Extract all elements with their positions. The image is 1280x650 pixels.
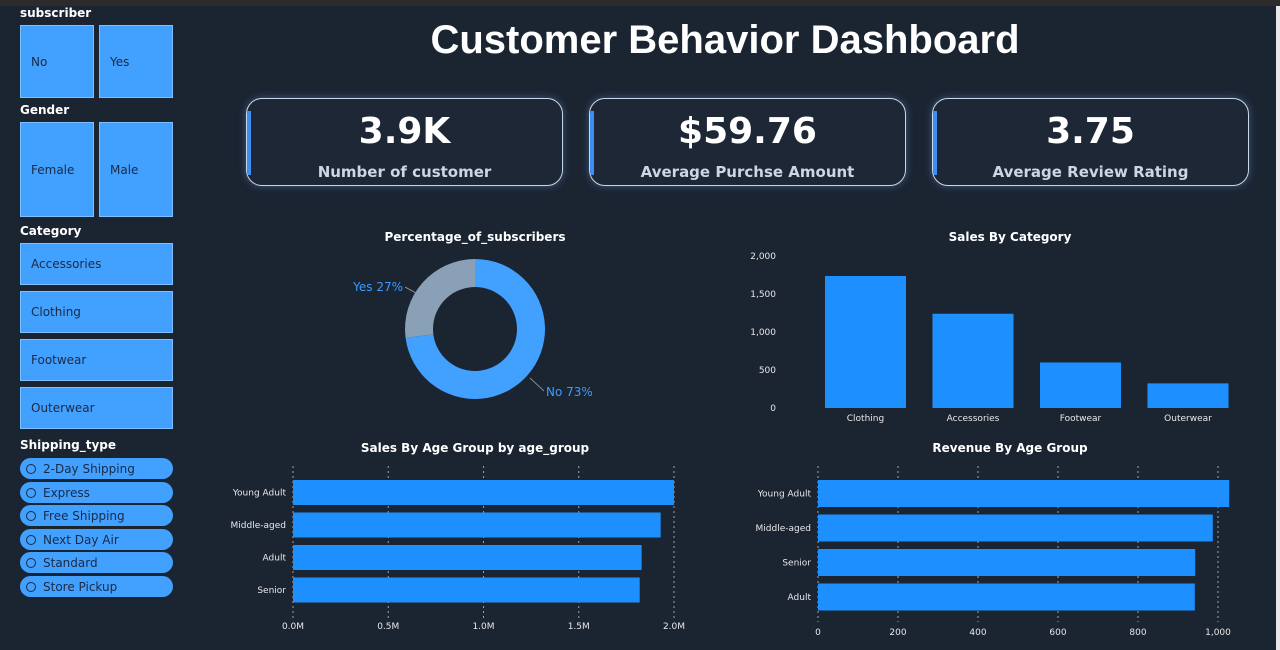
y-tick-label: 0 — [770, 404, 776, 414]
radio-icon — [26, 581, 36, 592]
x-tick-label: 0 — [815, 628, 821, 638]
gender-slicer-title: Gender — [20, 103, 70, 117]
kpi-label: Average Purchse Amount — [640, 163, 855, 181]
shipping-option-label: Free Shipping — [43, 508, 125, 523]
subscriber-option-yes[interactable]: Yes — [99, 25, 173, 98]
shipping-option-label: Next Day Air — [43, 532, 119, 547]
sales-by-category-chart: 0 500 1,000 1,500 2,000 Clothing Accessories Fo… — [750, 252, 1229, 424]
category-bar — [1040, 362, 1121, 408]
kpi-label: Number of customer — [317, 163, 492, 181]
age-group-bar — [293, 512, 661, 538]
donut-slice — [405, 259, 475, 338]
shipping-option-label: Store Pickup — [43, 579, 118, 594]
kpi-value: $59.76 — [678, 111, 817, 152]
y-tick-label: Adult — [263, 554, 287, 564]
y-tick-label: Young Adult — [757, 490, 812, 500]
kpi-label: Average Review Rating — [992, 163, 1189, 181]
y-tick-label: 2,000 — [750, 252, 776, 262]
y-tick-label: Senior — [782, 559, 811, 569]
category-bar — [1147, 383, 1229, 408]
shipping-option-nextday[interactable]: Next Day Air — [20, 529, 173, 550]
age-group-bar — [818, 514, 1213, 542]
category-chart-title: Sales By Category — [948, 230, 1072, 244]
y-tick-label: 1,500 — [750, 290, 776, 300]
category-bar — [932, 313, 1014, 408]
x-tick-label: 200 — [889, 628, 906, 638]
kpi-card-review-rating: 3.75 Average Review Rating — [932, 98, 1249, 186]
y-tick-label: Young Adult — [232, 489, 287, 499]
donut-label-no: No 73% — [546, 385, 593, 399]
sales-by-age-group-chart: 0.0M 0.5M 1.0M 1.5M 2.0M Young Adult Middle-ag… — [231, 466, 685, 632]
category-bar — [825, 275, 906, 408]
subscriber-option-no[interactable]: No — [20, 25, 94, 98]
shipping-option-standard[interactable]: Standard — [20, 552, 173, 573]
age-group-bar — [818, 583, 1195, 611]
kpi-accent-bar — [590, 111, 594, 175]
shipping-option-express[interactable]: Express — [20, 482, 173, 503]
category-option-clothing[interactable]: Clothing — [20, 291, 173, 333]
x-tick-label: 0.5M — [377, 622, 399, 632]
revenue-by-age-group-chart: 0 200 400 600 800 1,000 Young Adult Middle-aged… — [756, 466, 1231, 638]
age-group-bar — [293, 480, 674, 505]
donut-leader-line — [404, 286, 417, 294]
category-slicer-title: Category — [20, 224, 82, 238]
x-tick-label: 1.5M — [568, 622, 590, 632]
kpi-accent-bar — [247, 111, 251, 175]
y-tick-label: 1,000 — [750, 328, 776, 338]
window-top-bar — [0, 0, 1280, 6]
x-tick-label: Outerwear — [1164, 414, 1212, 424]
y-tick-label: Middle-aged — [756, 524, 811, 534]
shipping-slicer-title: Shipping_type — [20, 438, 117, 452]
age-group-bar — [293, 545, 642, 570]
donut-label-yes: Yes 27% — [352, 280, 403, 294]
x-tick-label: Accessories — [947, 414, 1000, 424]
subscriber-slicer-title: subscriber — [20, 6, 92, 20]
gender-option-female[interactable]: Female — [20, 122, 94, 217]
x-tick-label: 1,000 — [1205, 628, 1231, 638]
shipping-option-label: Standard — [43, 555, 98, 570]
shipping-option-pickup[interactable]: Store Pickup — [20, 576, 173, 597]
y-tick-label: Middle-aged — [231, 521, 286, 531]
x-tick-label: 600 — [1049, 628, 1066, 638]
radio-icon — [26, 487, 36, 498]
donut-leader-line — [529, 377, 545, 392]
x-tick-label: 2.0M — [663, 622, 685, 632]
kpi-card-purchase-amount: $59.76 Average Purchse Amount — [589, 98, 906, 186]
x-tick-label: 800 — [1129, 628, 1146, 638]
shipping-option-free[interactable]: Free Shipping — [20, 505, 173, 526]
shipping-option-label: 2-Day Shipping — [43, 461, 135, 476]
x-tick-label: Clothing — [847, 414, 884, 424]
x-tick-label: Footwear — [1060, 414, 1102, 424]
subscriber-donut-chart: No 73% Yes 27% — [352, 259, 593, 399]
y-tick-label: 500 — [759, 366, 776, 376]
shipping-option-2day[interactable]: 2-Day Shipping — [20, 458, 173, 479]
age-group-bar — [818, 480, 1230, 507]
donut-chart-title: Percentage_of_subscribers — [384, 230, 566, 244]
age-group-bar — [818, 549, 1196, 576]
kpi-value: 3.9K — [358, 111, 451, 152]
gender-option-male[interactable]: Male — [99, 122, 173, 217]
radio-icon — [26, 557, 36, 568]
radio-icon — [26, 510, 36, 521]
kpi-card-customers: 3.9K Number of customer — [246, 98, 563, 186]
category-option-accessories[interactable]: Accessories — [20, 243, 173, 285]
dashboard-title: Customer Behavior Dashboard — [430, 18, 1020, 62]
shipping-option-label: Express — [43, 485, 90, 500]
age-revenue-chart-title: Revenue By Age Group — [932, 441, 1088, 455]
category-option-footwear[interactable]: Footwear — [20, 339, 173, 381]
donut-slice — [405, 259, 545, 399]
radio-icon — [26, 463, 36, 474]
kpi-accent-bar — [933, 111, 937, 175]
kpi-value: 3.75 — [1046, 111, 1135, 152]
age-group-bar — [293, 577, 640, 603]
y-tick-label: Adult — [788, 593, 812, 603]
x-tick-label: 1.0M — [472, 622, 494, 632]
age-sales-chart-title: Sales By Age Group by age_group — [360, 441, 590, 455]
radio-icon — [26, 534, 36, 545]
x-tick-label: 0.0M — [282, 622, 304, 632]
window-right-edge — [1276, 6, 1280, 650]
y-tick-label: Senior — [257, 586, 286, 596]
x-tick-label: 400 — [969, 628, 986, 638]
category-option-outerwear[interactable]: Outerwear — [20, 387, 173, 429]
